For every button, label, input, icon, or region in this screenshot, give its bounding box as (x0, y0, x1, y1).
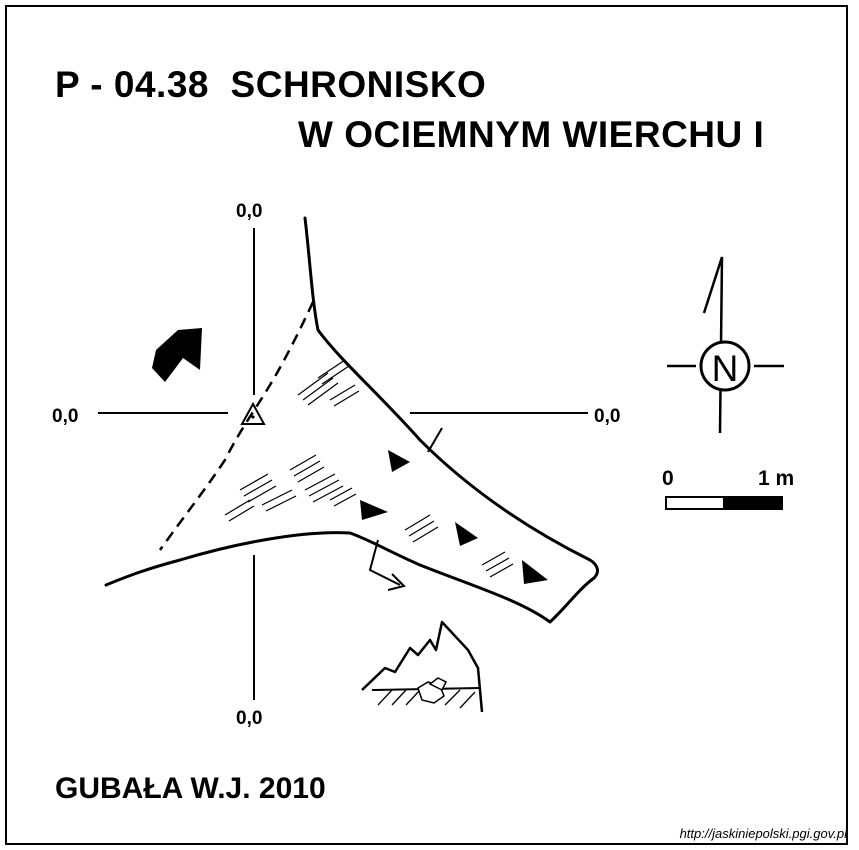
map-title-name: W OCIEMNYM WIERCHU I (298, 114, 765, 155)
map-frame (5, 5, 848, 845)
scale-bar (665, 496, 783, 510)
axis-label-bottom: 0,0 (236, 708, 263, 729)
axis-label-right: 0,0 (594, 406, 621, 427)
rubble-hatching (224, 359, 514, 578)
scale-start-label: 0 (662, 467, 674, 490)
axis-label-left: 0,0 (52, 406, 79, 427)
author-credit: GUBAŁA W.J. 2010 (55, 772, 326, 805)
coordinate-axes (98, 228, 588, 700)
compass-rose-icon (667, 256, 784, 434)
cave-walls (104, 216, 599, 624)
map-title-code: P - 04.38 SCHRONISKO (55, 64, 487, 105)
axis-label-top: 0,0 (236, 201, 263, 222)
scale-end-label: 1 m (758, 467, 795, 490)
cross-section-hatching (377, 689, 476, 709)
cross-section-boulders (417, 677, 448, 704)
compass-north-letter: N (712, 348, 739, 389)
entrance-arrow-icon (152, 328, 202, 382)
slope-arrow-icon (368, 539, 401, 586)
cave-dashed-wall (158, 301, 315, 551)
slope-triangle-icons (360, 450, 548, 584)
wall-tick (427, 427, 443, 453)
source-url: http://jaskiniepolski.pgi.gov.pl (679, 826, 847, 841)
